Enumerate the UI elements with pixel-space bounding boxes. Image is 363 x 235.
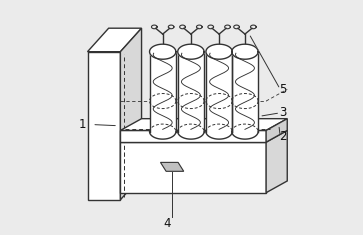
Polygon shape bbox=[178, 52, 204, 132]
Polygon shape bbox=[150, 52, 176, 132]
Polygon shape bbox=[87, 52, 121, 200]
Polygon shape bbox=[232, 44, 258, 59]
Polygon shape bbox=[121, 28, 142, 200]
Text: 2: 2 bbox=[279, 130, 286, 143]
Polygon shape bbox=[121, 142, 266, 193]
Polygon shape bbox=[121, 130, 287, 142]
Polygon shape bbox=[206, 44, 232, 59]
Polygon shape bbox=[87, 28, 142, 52]
Polygon shape bbox=[232, 52, 258, 132]
Text: 5: 5 bbox=[279, 83, 286, 96]
Polygon shape bbox=[121, 130, 266, 142]
Polygon shape bbox=[266, 130, 287, 193]
Polygon shape bbox=[178, 44, 204, 59]
Text: 3: 3 bbox=[279, 106, 286, 119]
Polygon shape bbox=[121, 119, 287, 130]
Polygon shape bbox=[160, 162, 184, 171]
Polygon shape bbox=[206, 52, 232, 132]
Text: 1: 1 bbox=[79, 118, 86, 131]
Polygon shape bbox=[150, 44, 176, 59]
Polygon shape bbox=[266, 119, 287, 142]
Text: 4: 4 bbox=[164, 217, 171, 230]
